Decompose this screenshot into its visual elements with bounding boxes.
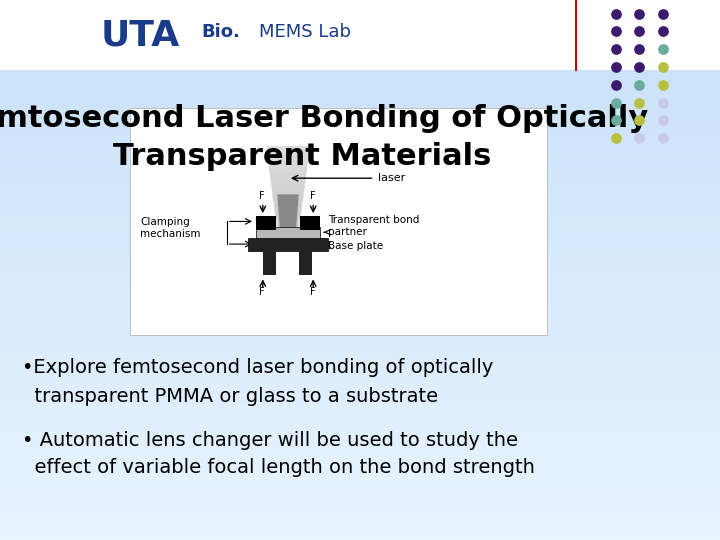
Bar: [248, 238, 328, 251]
Bar: [276, 210, 300, 219]
Text: F: F: [310, 191, 315, 201]
Point: [610, 63, 621, 71]
Bar: [271, 173, 305, 183]
Point: [610, 116, 621, 125]
Text: Base plate: Base plate: [328, 241, 383, 251]
Point: [657, 9, 669, 18]
Bar: [268, 155, 309, 164]
Bar: [256, 227, 320, 240]
Point: [634, 116, 645, 125]
Text: F: F: [259, 191, 265, 201]
Bar: [279, 228, 297, 238]
Bar: [274, 192, 302, 201]
Text: Transparent Materials: Transparent Materials: [113, 142, 492, 171]
Text: transparent PMMA or glass to a substrate: transparent PMMA or glass to a substrate: [22, 387, 438, 407]
Bar: [266, 146, 310, 155]
Point: [634, 63, 645, 71]
Bar: [256, 216, 276, 229]
Text: F: F: [259, 287, 265, 298]
Point: [634, 45, 645, 53]
Polygon shape: [266, 146, 310, 238]
Point: [657, 80, 669, 89]
Text: Bio.: Bio.: [202, 23, 240, 41]
Point: [634, 9, 645, 18]
Text: UTA: UTA: [101, 18, 180, 52]
Text: Clamping
mechanism: Clamping mechanism: [140, 217, 201, 239]
Bar: [299, 251, 312, 275]
Text: •Explore femtosecond laser bonding of optically: •Explore femtosecond laser bonding of op…: [22, 357, 493, 377]
Point: [657, 98, 669, 107]
Bar: [0, 0, 720, 70]
Point: [657, 45, 669, 53]
Point: [657, 116, 669, 125]
Text: Femtosecond Laser Bonding of Optically: Femtosecond Laser Bonding of Optically: [0, 104, 649, 133]
Point: [610, 80, 621, 89]
Point: [610, 45, 621, 53]
Point: [610, 134, 621, 143]
Text: effect of variable focal length on the bond strength: effect of variable focal length on the b…: [22, 457, 534, 477]
Point: [610, 98, 621, 107]
Text: Transparent bond
partner: Transparent bond partner: [328, 215, 419, 237]
Bar: [272, 183, 304, 192]
Point: [634, 98, 645, 107]
Point: [657, 27, 669, 36]
Bar: [269, 164, 307, 173]
Bar: [130, 108, 547, 335]
Point: [657, 134, 669, 143]
Text: MEMS Lab: MEMS Lab: [259, 23, 351, 41]
Bar: [275, 201, 301, 210]
Point: [634, 27, 645, 36]
Point: [610, 27, 621, 36]
Point: [634, 80, 645, 89]
Text: laser: laser: [378, 173, 405, 183]
Text: • Automatic lens changer will be used to study the: • Automatic lens changer will be used to…: [22, 430, 518, 450]
Bar: [300, 216, 320, 229]
Polygon shape: [277, 194, 299, 238]
Point: [657, 63, 669, 71]
Point: [610, 9, 621, 18]
Bar: [263, 251, 276, 275]
Bar: [278, 219, 299, 228]
Point: [634, 134, 645, 143]
Text: F: F: [310, 287, 315, 298]
